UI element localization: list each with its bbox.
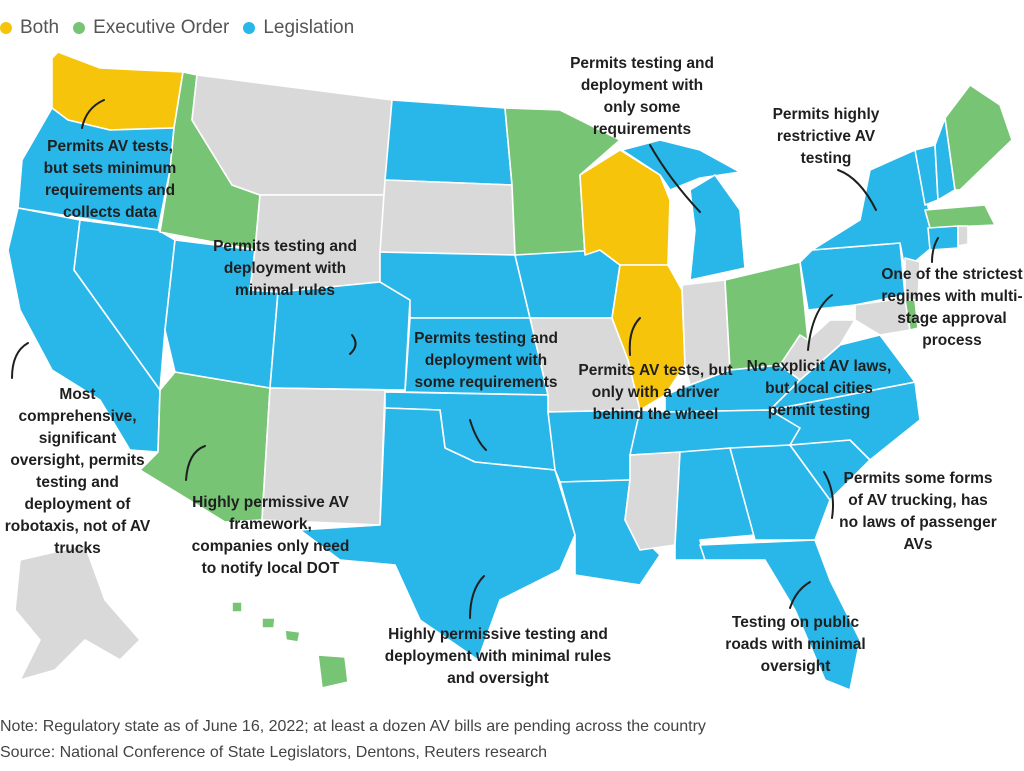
legend-dot-legislation <box>243 22 256 34</box>
arrow-washington <box>81 99 105 129</box>
state-connecticut <box>927 225 959 251</box>
legend-dot-executive-order <box>73 22 86 34</box>
annotation-utah: Permits testing and deployment with mini… <box>213 238 357 299</box>
legend-label-legislation: Legislation <box>263 17 355 38</box>
state-hawaii-oahu <box>261 617 276 629</box>
state-michigan-up <box>621 139 741 191</box>
annotation-new-york: Permits highly restrictive AV testing <box>772 106 880 167</box>
state-hawaii-maui <box>284 629 301 643</box>
annotation-washington: Permits AV tests, but sets minimum requi… <box>43 138 177 221</box>
annotation-michigan: Permits testing and deployment with only… <box>570 55 714 138</box>
state-texas <box>299 407 576 661</box>
state-michigan <box>689 174 746 281</box>
annotation-california: Most comprehensive, significant oversigh… <box>4 386 151 557</box>
state-north-dakota <box>384 99 513 186</box>
annotation-connecticut: One of the strictest regimes with multi-… <box>881 266 1023 349</box>
arrow-utah <box>349 334 357 355</box>
legend-label-executive-order: Executive Order <box>93 17 230 38</box>
state-north-carolina <box>769 381 921 461</box>
state-massachusetts <box>924 204 996 229</box>
state-hawaii-big <box>317 654 349 689</box>
arrow-connecticut <box>931 237 939 263</box>
arrow-michigan <box>649 144 701 213</box>
annotation-virginia: No explicit AV laws, but local cities pe… <box>746 358 892 419</box>
legend-item-both: Both <box>0 17 59 39</box>
annotation-florida: Testing on public roads with minimal ove… <box>725 614 866 675</box>
annotation-oklahoma: Permits testing and deployment with some… <box>414 330 558 391</box>
arrow-virginia <box>807 294 833 351</box>
state-georgia <box>729 444 831 541</box>
state-rhode-island <box>957 225 969 247</box>
legend-item-legislation: Legislation <box>243 17 354 39</box>
state-mississippi <box>624 451 681 551</box>
source-text: Source: National Conference of State Leg… <box>0 744 547 761</box>
legend-item-executive-order: Executive Order <box>73 17 229 39</box>
arrow-california <box>11 342 29 379</box>
annotation-south-carolina: Permits some forms of AV trucking, has n… <box>839 470 997 553</box>
state-hawaii-kauai <box>231 601 243 613</box>
state-florida <box>699 539 861 691</box>
arrow-south-carolina <box>823 471 834 519</box>
annotation-texas: Highly permissive testing and deployment… <box>384 626 612 687</box>
state-washington <box>51 51 184 131</box>
legend-dot-both <box>0 22 12 34</box>
arrow-new-york <box>837 169 877 211</box>
state-maryland <box>854 297 911 336</box>
annotation-illinois: Permits AV tests, but only with a driver… <box>578 362 733 423</box>
state-south-dakota <box>379 179 516 256</box>
legend-label-both: Both <box>20 17 60 38</box>
legend: Both Executive Order Legislation <box>0 14 368 42</box>
arrow-florida <box>789 581 811 609</box>
annotation-arizona: Highly permissive AV framework, companie… <box>191 494 350 577</box>
state-new-jersey <box>904 257 921 301</box>
arrow-illinois <box>628 317 641 356</box>
arrow-oklahoma <box>469 419 487 451</box>
arrow-texas <box>469 575 485 619</box>
state-west-virginia <box>779 319 856 381</box>
note-text: Note: Regulatory state as of June 16, 20… <box>0 718 706 735</box>
arrow-arizona <box>185 445 206 481</box>
state-delaware <box>904 299 919 331</box>
state-iowa <box>514 249 621 319</box>
state-maine <box>944 84 1013 191</box>
state-alaska <box>14 544 141 681</box>
